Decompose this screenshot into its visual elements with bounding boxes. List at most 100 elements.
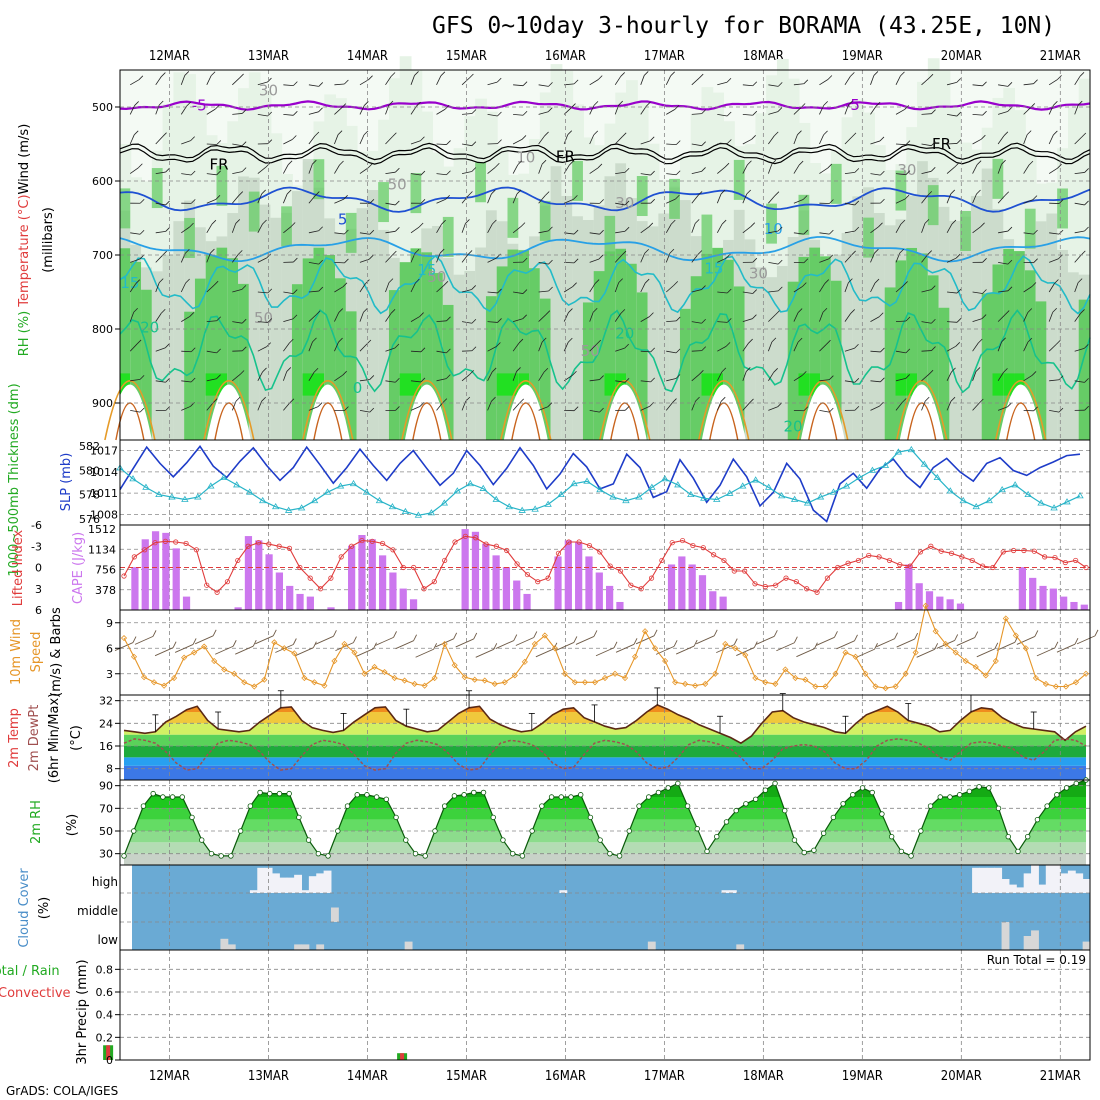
lifted-index-marker [804, 586, 810, 592]
wind-barb [947, 321, 958, 323]
contour-label: FR [209, 156, 228, 174]
wind-barb-flag [139, 254, 144, 260]
rh-green-area [442, 304, 455, 440]
lifted-index-marker [1010, 547, 1017, 554]
rh-green-area [679, 308, 692, 440]
wind-barb [870, 105, 877, 115]
wind-barb [538, 341, 543, 352]
wind-barb [972, 138, 982, 145]
thickness-marker [972, 503, 980, 510]
rh-green-area [712, 247, 725, 440]
wind-barb-flag [695, 396, 700, 402]
cloud-bar [257, 867, 266, 893]
wind-barb [257, 321, 268, 323]
contour-freezing-2 [119, 147, 1091, 165]
rh-mid-area [647, 226, 660, 440]
cape-tick: 378 [95, 584, 116, 597]
cape-bar [348, 545, 356, 610]
rh-marker [276, 790, 283, 797]
thickness-marker [505, 503, 513, 510]
wind-barb [436, 198, 446, 204]
wind-barb [1048, 343, 1057, 352]
wind-barb [308, 314, 317, 322]
wind-barb [870, 173, 881, 176]
wind-barb-flag [1080, 309, 1085, 314]
wind-barb [615, 380, 626, 383]
rh-marker [335, 828, 341, 834]
wind-barb-flag [241, 109, 247, 114]
wind-barb [1074, 172, 1085, 174]
wind-barb-flag [777, 107, 783, 112]
wind-barb-flag [726, 288, 732, 294]
lifted-index-marker [193, 547, 200, 553]
wind-barb-flag [901, 398, 907, 403]
wind-speed-marker [882, 685, 889, 692]
wind-speed-marker [702, 680, 709, 688]
wind-barb-flag [392, 250, 397, 256]
lifted-index-marker [245, 543, 251, 549]
wind-barb [844, 202, 855, 206]
contour-label: 5 [338, 210, 348, 228]
wind-speed-marker [892, 683, 899, 690]
contour-10 [119, 236, 1091, 263]
rh-mid-area [378, 229, 390, 440]
date-label-bottom: 18MAR [743, 1069, 784, 1084]
wind-barb-flag [1004, 191, 1010, 197]
wind-barb [334, 83, 345, 86]
wind-barb [206, 173, 217, 176]
wind-barb [487, 346, 497, 352]
wind-barb [717, 346, 727, 352]
wind-barb [870, 405, 880, 411]
temp-band [124, 765, 1086, 780]
precip-axis-label: 3hr Precip (mm) [75, 959, 90, 1064]
thickness-marker [946, 487, 954, 494]
thickness-marker [220, 473, 228, 481]
rh-green-area [399, 262, 412, 440]
wind-barb-flag [573, 406, 579, 411]
wind-barb-flag [994, 642, 999, 650]
wind-barb-flag [522, 81, 528, 86]
wind-barb [308, 372, 315, 382]
wind-barb [793, 107, 802, 115]
wind-barb [946, 166, 955, 174]
lifted-index-marker [328, 575, 334, 581]
wind-barb [742, 371, 747, 381]
wind-barb-flag [854, 378, 860, 383]
wind-barb-flag [854, 634, 858, 642]
wind-speed-marker [531, 640, 538, 648]
wind-barb-flag [497, 288, 502, 294]
wind-barb [997, 341, 1003, 352]
wind-barb-flag [492, 219, 497, 225]
thickness-marker [284, 506, 293, 513]
wind-barb-flag [239, 73, 244, 79]
wind-barb-flag [439, 248, 445, 254]
wind-barb-flag [241, 318, 247, 324]
lifted-index-marker [442, 557, 448, 564]
contour-label: 30 [897, 161, 916, 179]
wind-speed-marker [291, 650, 298, 657]
wind-speed-marker [762, 679, 769, 686]
wind-barb [717, 114, 728, 117]
wind-barb-flag [827, 75, 833, 80]
lifted-index-marker [855, 557, 862, 564]
wind-barb-flag [261, 189, 266, 195]
cloud-bar [986, 867, 995, 893]
wind-barb [283, 114, 294, 116]
wind-barb-flag [394, 343, 400, 349]
wind-speed-marker [672, 679, 679, 686]
cape-bar [1049, 588, 1057, 610]
wind-barb [819, 134, 824, 145]
wind-barb [666, 173, 677, 176]
wind-barb [155, 380, 166, 383]
wind-barb [129, 134, 135, 145]
rh-marker [519, 853, 526, 859]
wind-barb [283, 84, 294, 87]
wind-barb [895, 143, 907, 146]
lifted-index-marker [835, 564, 841, 571]
wind-barb-flag [693, 639, 698, 647]
wind-barb-flag [905, 348, 911, 354]
wind-barb-flag [725, 342, 731, 347]
wind-barb [359, 379, 370, 382]
wind-barb [436, 252, 441, 263]
